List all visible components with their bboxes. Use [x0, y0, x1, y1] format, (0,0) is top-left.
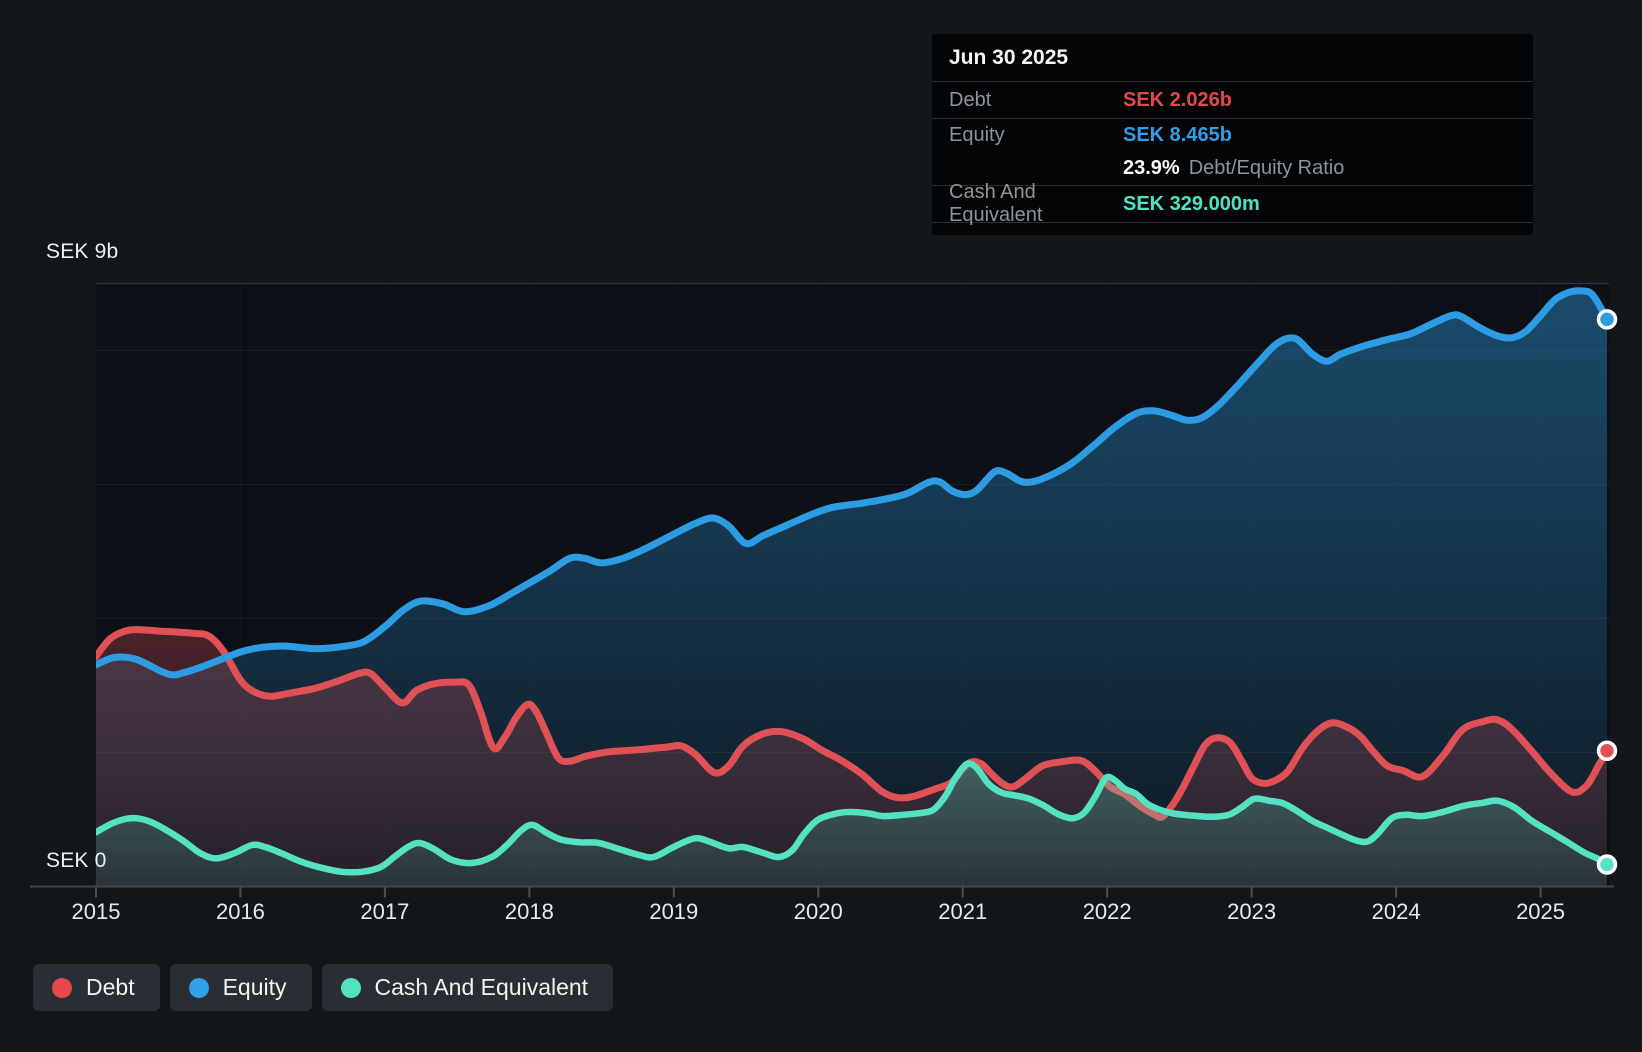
- cash-line: [96, 760, 1609, 876]
- legend-item-debt[interactable]: Debt: [33, 964, 160, 1011]
- tooltip-cash-value: SEK 329.000m: [1123, 192, 1260, 215]
- equity-line: [96, 287, 1609, 679]
- x-axis-label-2020: 2020: [793, 899, 843, 924]
- x-axis-label-2017: 2017: [360, 899, 410, 924]
- x-axis-label-2016: 2016: [215, 899, 265, 924]
- debt-equity-ratio-label: Debt/Equity Ratio: [1188, 157, 1345, 179]
- tooltip-equity-value: SEK 8.465b: [1123, 124, 1232, 146]
- tooltip-debt-value: SEK 2.026b: [1123, 88, 1232, 111]
- tooltip-row-cash: Cash And Equivalent SEK 329.000m: [932, 181, 1533, 226]
- equity-series-dot-icon: [188, 977, 209, 998]
- x-axis-label-2024: 2024: [1371, 899, 1421, 924]
- tooltip-equity-label: Equity: [949, 124, 1005, 146]
- debt-equity-ratio-value: 23.9%: [1123, 157, 1180, 179]
- legend-cash-label: Cash And Equivalent: [374, 974, 589, 1000]
- x-axis-label-2018: 2018: [504, 899, 554, 924]
- cash-series-dot-icon: [340, 977, 361, 998]
- legend-equity-label: Equity: [222, 974, 287, 1000]
- tooltip-date: Jun 30 2025: [949, 45, 1069, 69]
- legend-debt-label: Debt: [86, 974, 135, 1000]
- x-axis-label-2022: 2022: [1082, 899, 1132, 924]
- debt-series-dot-icon: [52, 977, 72, 998]
- y-axis-label-zero: SEK 0: [46, 849, 107, 872]
- tooltip-footer: [932, 222, 1533, 235]
- equity-endpoint-marker[interactable]: [1596, 309, 1618, 330]
- x-axis-label-2025: 2025: [1516, 899, 1566, 924]
- x-axis-label-2015: 2015: [71, 899, 121, 924]
- x-axis-label-2023: 2023: [1227, 899, 1277, 924]
- legend-item-equity[interactable]: Equity: [169, 964, 312, 1011]
- x-axis-label-2021: 2021: [938, 899, 988, 924]
- cash-area: [96, 763, 1607, 887]
- debt-line: [96, 626, 1609, 821]
- tooltip-row-equity: Equity SEK 8.465b: [932, 118, 1533, 152]
- legend-item-cash[interactable]: Cash And Equivalent: [321, 964, 614, 1011]
- tooltip-row-debt: Debt SEK 2.026b: [932, 81, 1533, 118]
- tooltip-debt-label: Debt: [949, 88, 992, 111]
- tooltip-row-ratio: 23.9% Debt/Equity Ratio: [932, 152, 1533, 185]
- x-axis-label-2019: 2019: [649, 899, 699, 924]
- chart-legend: Debt Equity Cash And Equivalent: [33, 964, 614, 1011]
- chart-tooltip: Jun 30 2025 Debt SEK 2.026b Equity SEK 8…: [932, 34, 1533, 235]
- y-axis-label-max: SEK 9b: [46, 240, 119, 263]
- cash-endpoint-marker[interactable]: [1596, 854, 1618, 875]
- debt-endpoint-marker[interactable]: [1596, 740, 1618, 762]
- tooltip-cash-label: Cash And Equivalent: [949, 181, 1043, 226]
